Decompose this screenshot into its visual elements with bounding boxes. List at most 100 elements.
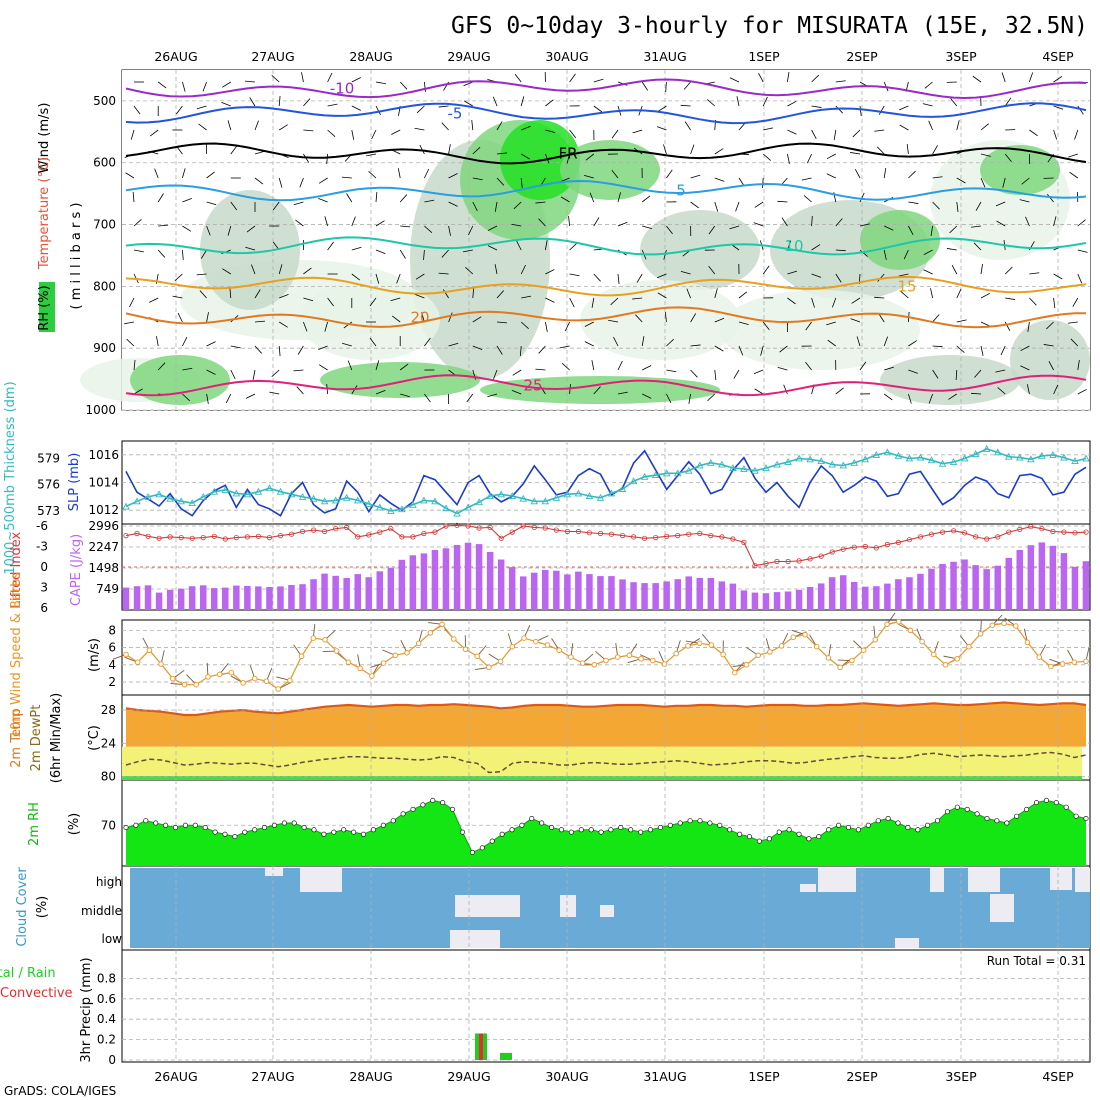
thickness-point <box>331 496 340 504</box>
date-label-bottom: 31AUG <box>643 1069 686 1084</box>
wind-speed-point <box>345 659 352 665</box>
wind-barb <box>303 267 312 275</box>
wind-speed-point <box>240 680 246 686</box>
li-point <box>641 535 648 541</box>
date-label-bottom: 1SEP <box>748 1069 780 1084</box>
rh-point <box>212 829 218 835</box>
wind-barb <box>254 120 259 131</box>
wind-barb <box>811 129 817 140</box>
wind-barb <box>690 344 701 347</box>
wind-barb <box>230 201 238 211</box>
rh-point <box>598 829 604 835</box>
wind-barb <box>980 153 991 157</box>
panel-frame <box>121 949 1091 1063</box>
wind-barb <box>854 168 861 179</box>
cape-bar <box>707 578 715 610</box>
wind-barb <box>252 369 256 380</box>
wind-barb <box>369 337 377 347</box>
cape-bar <box>862 586 869 610</box>
rh-point <box>499 831 505 837</box>
cloud-cell <box>560 895 576 917</box>
wind-speed-point <box>813 643 820 650</box>
li-point <box>366 532 372 538</box>
rh-point <box>469 849 475 855</box>
date-label-bottom: 26AUG <box>154 1069 197 1084</box>
wind-barb <box>375 360 380 371</box>
temp2m-unit: (°C) <box>87 725 102 751</box>
wind-barb <box>278 177 283 188</box>
wind-speed-point <box>673 650 679 657</box>
rh-point <box>855 827 861 833</box>
wind-barb <box>494 264 498 275</box>
li-point <box>675 532 681 539</box>
wind-barb <box>1020 365 1030 371</box>
rh-point <box>202 824 208 830</box>
cape-bar <box>332 575 339 610</box>
wind-barb <box>569 129 577 139</box>
wind-barb <box>593 386 601 395</box>
cape-bar <box>685 576 692 610</box>
thickness-point <box>365 499 373 507</box>
wind-barb <box>448 144 451 155</box>
wind-barb <box>396 273 401 284</box>
wind-speed-point <box>415 640 422 647</box>
wind-barb <box>665 81 667 93</box>
wind-barb <box>472 288 475 299</box>
rh-point <box>697 818 703 824</box>
rh-point <box>133 822 139 828</box>
wind-barb <box>1053 76 1063 83</box>
rh-point <box>232 834 238 840</box>
isotherm-line <box>125 236 1087 256</box>
wind-barb <box>610 297 619 306</box>
dewpt-fill <box>122 746 1082 776</box>
wind-speed-point <box>603 657 609 664</box>
li-point <box>1039 526 1045 532</box>
rh-point <box>974 811 980 817</box>
pressure-tick-label: 700 <box>93 218 116 232</box>
wind-speed-point <box>895 618 902 625</box>
wind-barb <box>666 338 674 347</box>
wind-barb <box>468 225 474 236</box>
wind-barb <box>196 105 207 110</box>
wind-barb <box>641 81 648 91</box>
li-point <box>531 524 537 531</box>
wind-barb <box>585 153 595 161</box>
wind-barb <box>714 177 725 182</box>
wind-barb <box>177 312 183 323</box>
wind-speed-point <box>509 643 516 650</box>
rh-point <box>746 834 752 840</box>
li-point <box>233 534 239 541</box>
wind-speed-point <box>181 681 188 688</box>
wind-barb <box>342 342 352 347</box>
thickness-point <box>475 498 483 506</box>
thickness-point <box>784 458 792 465</box>
rh-point <box>430 797 436 803</box>
cape-tick-label: 1498 <box>88 561 119 575</box>
precip-tick-label: 0 <box>108 1053 116 1067</box>
wind-barb <box>996 220 1006 227</box>
wind-barb <box>856 336 861 347</box>
wind-barb <box>690 174 701 179</box>
thickness-point <box>243 490 252 498</box>
thickness-tick-label: 573 <box>37 504 60 518</box>
thickness-point <box>552 493 561 501</box>
wind-barb <box>154 168 159 179</box>
cape-bar <box>244 585 251 610</box>
cloud-cover-panel: high middle low <box>81 866 1090 950</box>
wind-barb <box>416 105 425 114</box>
wind-barb <box>811 244 821 251</box>
wind-barb <box>928 120 933 131</box>
wind-speed-point <box>134 659 141 665</box>
cape-bar <box>597 576 604 610</box>
wind-barb <box>852 129 861 138</box>
rh-shading <box>860 210 940 270</box>
rh-point <box>252 827 258 833</box>
wind-barb <box>827 339 837 347</box>
wind-barb <box>182 249 184 260</box>
wind-barb <box>496 321 507 324</box>
rh-point <box>806 836 812 842</box>
wind-barb <box>157 249 166 258</box>
thickness-point <box>409 500 417 508</box>
wind-barb <box>787 100 797 107</box>
wind-barb <box>251 264 256 275</box>
